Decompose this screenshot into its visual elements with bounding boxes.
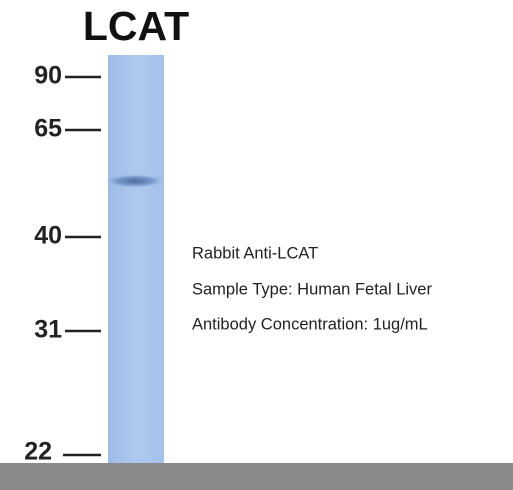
marker-label: 40 [34,222,62,250]
annotation: Sample Type: Human Fetal Liver [192,280,432,298]
annotation: Rabbit Anti-LCAT [192,244,318,262]
marker-label: 90 [34,62,62,90]
lane-title: LCAT [83,3,189,49]
bottom-bar [0,463,513,490]
annotation: Antibody Concentration: 1ug/mL [192,315,428,333]
marker-label: 31 [34,316,62,344]
marker-label: 65 [34,115,62,143]
marker-label: 22 [24,438,52,466]
blot-lane [108,55,164,465]
protein-band [105,174,165,188]
blot-figure: LCAT 90 65 40 31 22 Rabbit Anti-LCAT Sam… [0,0,513,490]
